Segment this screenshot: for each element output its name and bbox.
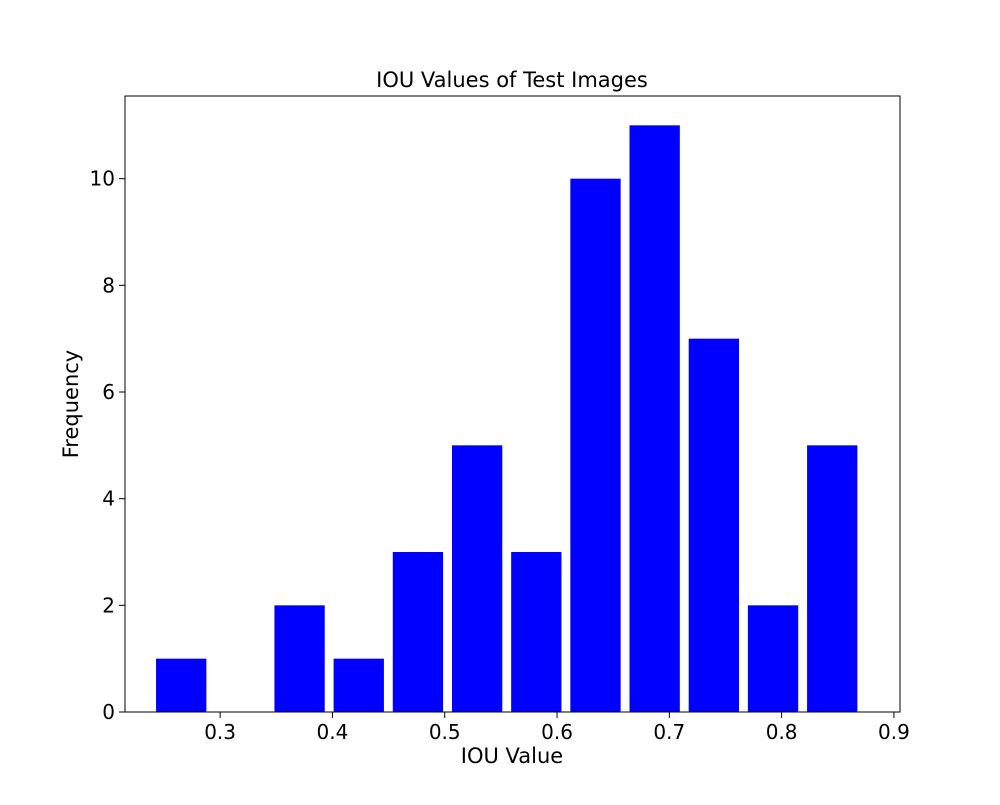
histogram-bar: [451, 445, 503, 712]
x-tick-label: 0.7: [653, 720, 685, 744]
x-tick-label: 0.9: [878, 720, 910, 744]
y-tick-label: 4: [102, 487, 115, 511]
histogram-bar: [274, 605, 325, 712]
histogram-bar: [747, 605, 799, 712]
y-tick-label: 0: [102, 700, 115, 724]
x-tick-label: 0.5: [429, 720, 461, 744]
histogram-bar: [688, 338, 740, 712]
x-tick-label: 0.8: [766, 720, 798, 744]
histogram-bar: [333, 658, 384, 712]
x-tick-label: 0.6: [541, 720, 573, 744]
x-axis-label: IOU Value: [461, 744, 563, 768]
y-tick-label: 2: [102, 593, 115, 617]
histogram-bar: [392, 552, 444, 712]
y-tick-label: 10: [90, 167, 115, 191]
histogram-bar: [570, 178, 621, 712]
x-tick-label: 0.3: [204, 720, 236, 744]
histogram-bar: [511, 552, 562, 712]
chart-title: IOU Values of Test Images: [376, 68, 648, 92]
y-tick-label: 8: [102, 273, 115, 297]
y-tick-label: 6: [102, 380, 115, 404]
x-tick-label: 0.4: [317, 720, 349, 744]
bars-layer: [156, 125, 858, 713]
ticks-layer: 0.3 0.4 0.5 0.6 0.7 0.8 0.9 0 2 4 6 8 10: [90, 167, 910, 744]
plot-frame: [124, 95, 901, 713]
y-axis-label: Frequency: [59, 350, 83, 459]
histogram-bar: [807, 445, 858, 712]
histogram-bar: [629, 125, 680, 713]
histogram-bar: [156, 658, 207, 712]
